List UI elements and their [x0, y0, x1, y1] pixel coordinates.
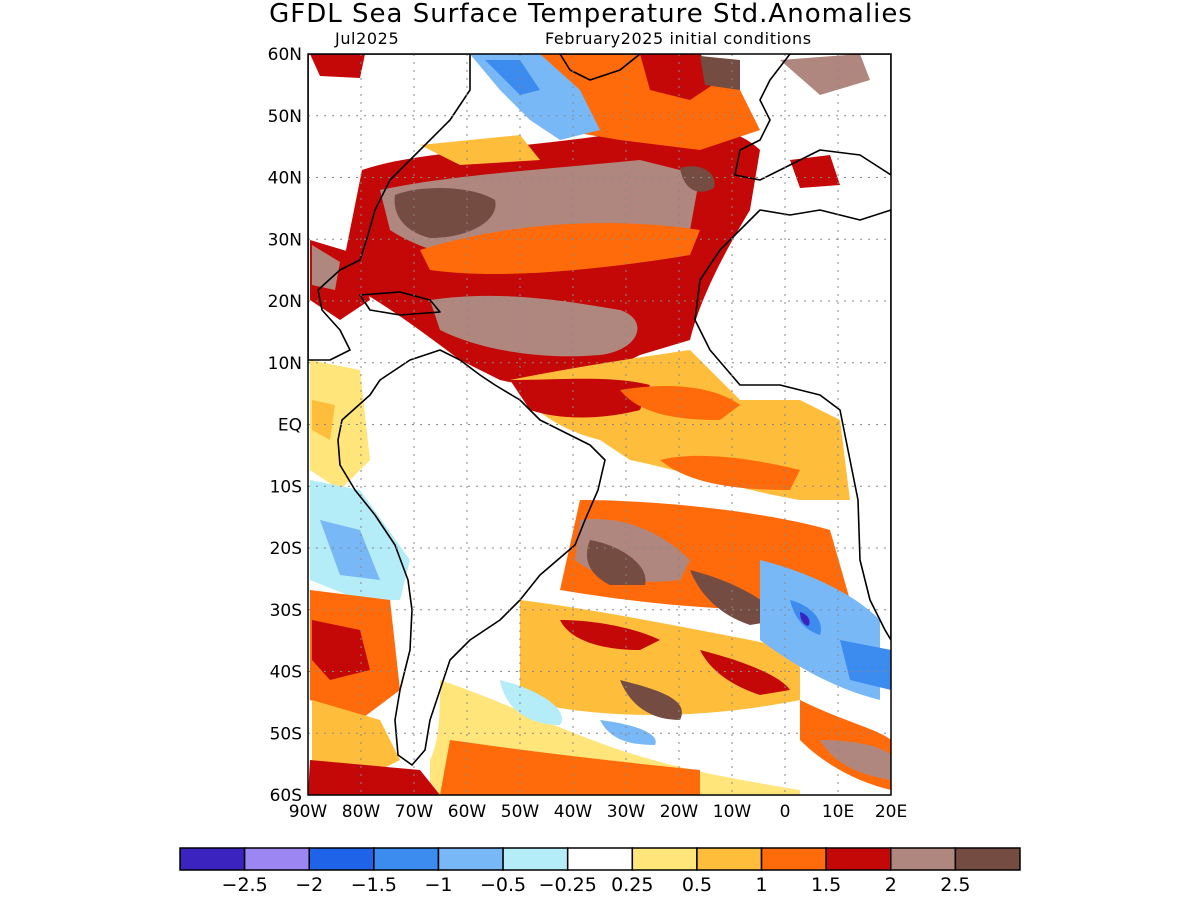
anomaly-patch: [640, 54, 720, 100]
colorbar-tick-label: 1.5: [811, 874, 841, 896]
figure-title: GFDL Sea Surface Temperature Std.Anomali…: [269, 0, 913, 29]
anomaly-patch: [420, 222, 700, 275]
anomaly-patch: [660, 455, 800, 490]
valid-month-label: Jul2025: [334, 29, 399, 48]
colorbar-swatch: [502, 847, 569, 871]
anomaly-patch: [840, 640, 891, 690]
latitude-tick-label: 60N: [268, 45, 302, 65]
colorbar-swatch: [760, 847, 827, 871]
latitude-tick-label: 50N: [268, 107, 302, 127]
latitude-tick-label: 60S: [270, 786, 302, 806]
longitude-tick-label: 30W: [607, 802, 646, 822]
longitude-tick-label: 90W: [289, 802, 328, 822]
longitude-tick-label: 0: [780, 802, 791, 822]
colorbar-labels: −2.5 −2 −1.5 −1 −0.5 −0.25 0.25 0.5 1 1.5 2 2.5: [222, 874, 971, 896]
anomaly-patch: [780, 54, 870, 95]
latitude-tick-label: 40S: [270, 663, 302, 683]
europe: [734, 54, 891, 181]
longitude-tick-label: 10E: [822, 802, 854, 822]
colorbar-swatch: [890, 847, 957, 871]
anomaly-patch: [790, 155, 840, 188]
anomaly-patch: [394, 188, 496, 238]
colorbar-tick-label: −0.5: [480, 874, 526, 896]
south-america: [337, 349, 606, 766]
colorbar-tick-label: 0.5: [682, 874, 712, 896]
latitude-tick-label: 10S: [270, 477, 302, 497]
latitude-tick-label: 40N: [268, 169, 302, 189]
anomaly-patch: [586, 540, 646, 585]
anomaly-patch: [700, 650, 790, 695]
latitude-labels: 60N 50N 40N 30N 20N 10N EQ 10S 20S 30S 40S 50S 60S: [268, 45, 302, 806]
colorbar-tick-label: −2: [295, 874, 323, 896]
longitude-tick-label: 80W: [342, 802, 381, 822]
anomaly-patch: [312, 620, 370, 680]
map-frame: [307, 53, 892, 796]
colorbar-tick-label: 2: [885, 874, 897, 896]
caribbean-islands: [359, 291, 441, 316]
longitude-tick-label: 20W: [660, 802, 699, 822]
longitude-tick-label: 40W: [554, 802, 593, 822]
anomaly-patch: [800, 612, 810, 626]
anomaly-patch: [500, 680, 562, 725]
anomaly-patch: [690, 570, 780, 625]
latitude-tick-label: 20S: [270, 539, 302, 559]
land-masses: [308, 54, 891, 766]
anomaly-patch: [308, 760, 440, 795]
colorbar-swatch: [243, 847, 310, 871]
anomaly-patch: [430, 295, 638, 357]
colorbar-tick-label: 0.25: [611, 874, 653, 896]
anomaly-patch: [510, 378, 650, 418]
anomaly-patch: [440, 740, 700, 795]
anomaly-patch: [312, 245, 340, 290]
colorbar-tick-label: −2.5: [222, 874, 268, 896]
longitude-tick-label: 60W: [448, 802, 487, 822]
latitude-tick-label: 10N: [268, 354, 302, 374]
colorbar-swatch: [954, 847, 1021, 871]
anomaly-patch: [312, 700, 400, 780]
init-conditions-label: February2025 initial conditions: [545, 29, 812, 48]
latitude-tick-label: 30N: [268, 230, 302, 250]
colorbar-tick-label: −1.5: [351, 874, 397, 896]
anomaly-field: [308, 54, 891, 795]
anomaly-patch: [312, 400, 335, 440]
anomaly-patch: [310, 54, 365, 78]
anomaly-patch: [620, 680, 682, 720]
longitude-tick-label: 20E: [875, 802, 907, 822]
colorbar: [179, 847, 1021, 871]
anomaly-map: [308, 54, 891, 795]
anomaly-patch: [620, 385, 740, 420]
colorbar-tick-label: 2.5: [940, 874, 970, 896]
longitude-tick-label: 10W: [713, 802, 752, 822]
greenland: [559, 54, 641, 81]
anomaly-patch: [320, 520, 380, 580]
africa: [694, 209, 891, 641]
colorbar-tick-label: −1: [424, 874, 452, 896]
colorbar-swatch: [373, 847, 440, 871]
colorbar-swatch: [437, 847, 504, 871]
anomaly-patch: [600, 720, 656, 745]
longitude-tick-label: 70W: [395, 802, 434, 822]
anomaly-patch: [700, 56, 740, 90]
colorbar-tick-label: −0.25: [539, 874, 597, 896]
colorbar-swatch: [179, 847, 246, 871]
latitude-tick-label: EQ: [278, 416, 302, 436]
anomaly-patch: [680, 166, 715, 192]
colorbar-swatch: [631, 847, 698, 871]
longitude-tick-label: 50W: [501, 802, 540, 822]
colorbar-swatch: [696, 847, 763, 871]
anomaly-patch: [420, 135, 540, 165]
anomaly-patch: [485, 60, 540, 95]
anomaly-patch: [560, 620, 660, 650]
north-america: [308, 54, 471, 361]
longitude-labels: 90W 80W 70W 60W 50W 40W 30W 20W 10W 0 10E 20E: [289, 802, 907, 822]
latitude-tick-label: 20N: [268, 292, 302, 312]
colorbar-swatch: [825, 847, 892, 871]
colorbar-swatch: [566, 847, 634, 871]
latitude-tick-label: 30S: [270, 601, 302, 621]
colorbar-swatch: [308, 847, 375, 871]
colorbar-tick-label: 1: [755, 874, 767, 896]
latitude-tick-label: 50S: [270, 724, 302, 744]
graticule: [308, 54, 891, 795]
